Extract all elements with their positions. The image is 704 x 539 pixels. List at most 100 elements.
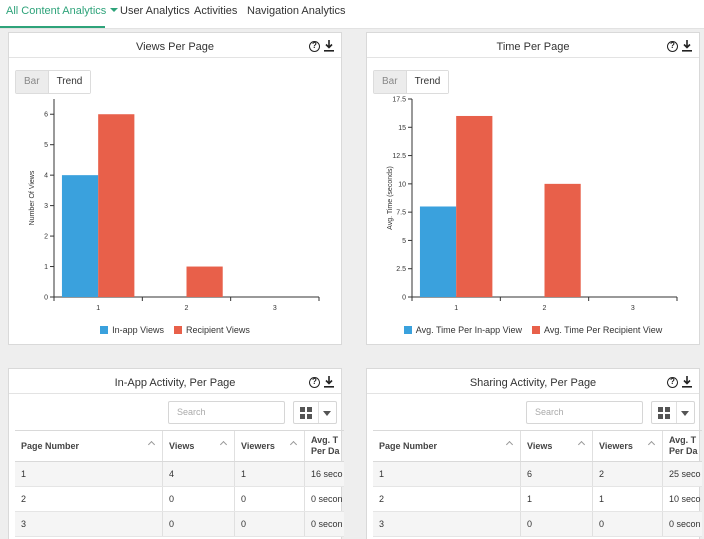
table-cell: 0 secon <box>304 487 344 511</box>
column-header-label: Views <box>527 441 553 451</box>
y-tick-label: 4 <box>44 173 48 180</box>
chart-legend: In-app Views Recipient Views <box>9 325 341 335</box>
table-row[interactable]: 1 4 1 16 seco <box>15 462 344 487</box>
column-header[interactable]: Avg. T Per Da <box>304 431 344 461</box>
grid-icon <box>658 407 670 419</box>
column-header[interactable]: Page Number <box>15 431 162 461</box>
legend-item: Avg. Time Per In-app View <box>403 325 522 335</box>
bar-series1[interactable] <box>419 206 457 297</box>
table-cell: 1 <box>21 469 27 479</box>
legend-swatch <box>174 326 182 334</box>
inapp-activity-table: Page Number Views Viewers Avg. T Per Da 1 4 1 16… <box>15 430 344 539</box>
legend-swatch <box>532 326 540 334</box>
bar-toggle-button[interactable]: Bar <box>16 71 49 93</box>
panel-title: Views Per Page <box>135 41 215 53</box>
column-header[interactable]: Viewers <box>234 431 304 461</box>
search-input[interactable]: Search <box>168 401 285 424</box>
bar-series1[interactable] <box>61 175 99 297</box>
table-cell: 0 <box>162 512 234 536</box>
views-bar-chart: 0 1 2 3 4 5 6 Number Of Views 1 2 3 <box>29 99 320 312</box>
table-cell: 3 <box>379 519 385 529</box>
y-tick-label: 0 <box>402 295 406 302</box>
table-row[interactable]: 1 6 2 25 seco <box>373 462 702 487</box>
y-tick-label: 5 <box>44 142 48 149</box>
column-header-label: Page Number <box>21 441 80 451</box>
bar-series2[interactable] <box>98 114 135 297</box>
panel-header: Views Per Page ? <box>9 33 341 58</box>
table-cell: 1 <box>379 469 385 479</box>
panel-header: Time Per Page ? <box>367 33 699 58</box>
tab-all-content-analytics[interactable]: All Content Analytics <box>6 5 119 17</box>
x-tick-label: 3 <box>631 305 635 312</box>
legend-item: Recipient Views <box>174 325 250 335</box>
download-icon[interactable] <box>324 376 334 388</box>
legend-label: Avg. Time Per Recipient View <box>544 325 663 335</box>
column-chooser-button[interactable] <box>293 401 337 424</box>
column-header[interactable]: Avg. T Per Da <box>662 431 702 461</box>
panel-title: Time Per Page <box>496 41 570 53</box>
table-cell: 1 <box>592 487 662 511</box>
help-icon[interactable]: ? <box>309 40 320 52</box>
help-icon[interactable]: ? <box>309 376 320 388</box>
table-cell: 1 <box>234 462 304 486</box>
column-header[interactable]: Views <box>520 431 592 461</box>
chevron-down-icon <box>323 411 331 416</box>
y-tick-label: 12.5 <box>392 153 406 160</box>
time-per-page-panel: Time Per Page ? Bar Trend 0 2.5 5 7.5 10 12.5… <box>366 32 700 345</box>
column-header[interactable]: Page Number <box>373 431 520 461</box>
legend-label: Recipient Views <box>186 325 250 335</box>
column-header-label: Avg. T Per Da <box>669 435 698 456</box>
table-cell: 10 seco <box>662 487 702 511</box>
tab-label: All Content Analytics <box>6 5 107 17</box>
sort-icon <box>289 440 298 449</box>
x-tick-label: 2 <box>543 305 547 312</box>
download-icon[interactable] <box>682 376 692 388</box>
help-icon[interactable]: ? <box>667 376 678 388</box>
sort-icon <box>505 440 514 449</box>
bar-toggle-button[interactable]: Bar <box>374 71 407 93</box>
bar-series2[interactable] <box>186 266 223 297</box>
search-input[interactable]: Search <box>526 401 643 424</box>
y-tick-label: 2 <box>44 234 48 241</box>
table-header-row: Page Number Views Viewers Avg. T Per Da <box>373 431 702 462</box>
table-row[interactable]: 2 1 1 10 seco <box>373 487 702 512</box>
views-per-page-panel: Views Per Page ? Bar Trend 0 1 2 3 4 5 6 Number… <box>8 32 342 345</box>
y-axis-label: Number Of Views <box>29 170 36 225</box>
y-tick-label: 7.5 <box>396 210 406 217</box>
table-cell: 0 <box>162 487 234 511</box>
y-tick-label: 15 <box>398 125 406 132</box>
sort-icon <box>219 440 228 449</box>
legend-swatch <box>403 326 412 334</box>
table-cell: 4 <box>162 462 234 486</box>
sharing-activity-panel: Sharing Activity, Per Page ? Search Page… <box>366 368 702 539</box>
y-tick-label: 17.5 <box>392 97 406 104</box>
download-icon[interactable] <box>682 40 692 52</box>
tab-activities[interactable]: Activities <box>194 5 238 17</box>
help-icon[interactable]: ? <box>667 40 678 52</box>
table-cell: 6 <box>520 462 592 486</box>
column-header-label: Views <box>169 441 195 451</box>
column-header[interactable]: Viewers <box>592 431 662 461</box>
tab-user-analytics[interactable]: User Analytics <box>120 5 190 17</box>
bar-series2[interactable] <box>544 183 581 297</box>
trend-toggle-button[interactable]: Trend <box>406 71 449 93</box>
table-cell: 0 <box>234 512 304 536</box>
panel-title: In-App Activity, Per Page <box>114 377 236 389</box>
table-cell: 2 <box>592 462 662 486</box>
column-header[interactable]: Views <box>162 431 234 461</box>
column-chooser-button[interactable] <box>651 401 695 424</box>
x-tick-label: 3 <box>273 305 277 312</box>
panel-header: Sharing Activity, Per Page ? <box>367 369 699 394</box>
bar-series2[interactable] <box>456 115 493 297</box>
table-cell: 25 seco <box>662 462 702 486</box>
download-icon[interactable] <box>324 40 334 52</box>
trend-toggle-button[interactable]: Trend <box>48 71 91 93</box>
tab-navigation-analytics[interactable]: Navigation Analytics <box>247 5 346 17</box>
chevron-down-icon <box>681 411 689 416</box>
panel-title: Sharing Activity, Per Page <box>469 377 597 389</box>
top-nav: All Content Analytics User Analytics Act… <box>0 0 704 29</box>
y-tick-label: 10 <box>398 181 406 188</box>
